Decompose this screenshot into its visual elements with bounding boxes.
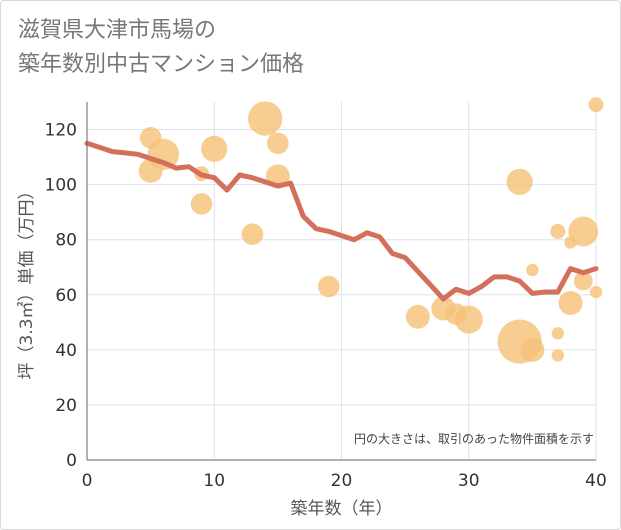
bubble-point bbox=[201, 135, 228, 162]
bubble-point bbox=[588, 97, 604, 113]
bubble-point bbox=[589, 285, 603, 299]
y-tick-label: 80 bbox=[55, 231, 77, 251]
bubble-point bbox=[405, 304, 430, 329]
size-legend-note: 円の大きさは、取引のあった物件面積を示す bbox=[354, 431, 594, 446]
y-tick-label: 20 bbox=[55, 396, 77, 416]
bubble-point bbox=[267, 132, 289, 155]
chart-title: 滋賀県大津市馬場の 築年数別中古マンション価格 bbox=[18, 14, 304, 82]
bubble-point bbox=[551, 349, 565, 362]
trend-line-series bbox=[84, 140, 599, 302]
x-tick-label: 20 bbox=[331, 471, 353, 491]
bubble-series bbox=[138, 97, 604, 364]
x-tick-label: 0 bbox=[82, 471, 93, 491]
title-line-1: 滋賀県大津市馬場の bbox=[18, 18, 217, 43]
x-tick-label: 30 bbox=[458, 471, 480, 491]
tick-labels: 0 20 40 60 80 100 120 0 10 20 30 40 bbox=[45, 121, 607, 491]
x-tick-label: 40 bbox=[585, 471, 607, 491]
bubble-point bbox=[317, 275, 340, 298]
bubble-point bbox=[573, 271, 593, 291]
title-line-2: 築年数別中古マンション価格 bbox=[18, 52, 305, 77]
y-tick-label: 60 bbox=[55, 286, 77, 306]
bubble-point bbox=[568, 216, 599, 247]
x-axis-label: 築年数（年） bbox=[291, 499, 393, 519]
bubble-point bbox=[526, 263, 539, 277]
bubble-point bbox=[241, 223, 264, 245]
y-tick-label: 0 bbox=[66, 451, 77, 471]
bubble-point bbox=[558, 291, 583, 316]
bubble-point bbox=[190, 193, 213, 215]
axes bbox=[86, 102, 596, 461]
bubble-point bbox=[247, 101, 283, 136]
y-tick-label: 120 bbox=[45, 121, 77, 141]
x-tick-label: 10 bbox=[203, 471, 225, 491]
bubble-point bbox=[506, 168, 533, 195]
average-price-line bbox=[84, 140, 599, 302]
bubble-point bbox=[551, 327, 565, 340]
bubble-point bbox=[520, 337, 545, 362]
y-tick-label: 100 bbox=[45, 176, 77, 196]
bubble-point bbox=[550, 223, 566, 239]
y-axis-label: 坪（3.3㎡）単価（万円） bbox=[17, 182, 37, 379]
y-tick-label: 40 bbox=[55, 341, 77, 361]
bubble-point bbox=[454, 305, 483, 334]
